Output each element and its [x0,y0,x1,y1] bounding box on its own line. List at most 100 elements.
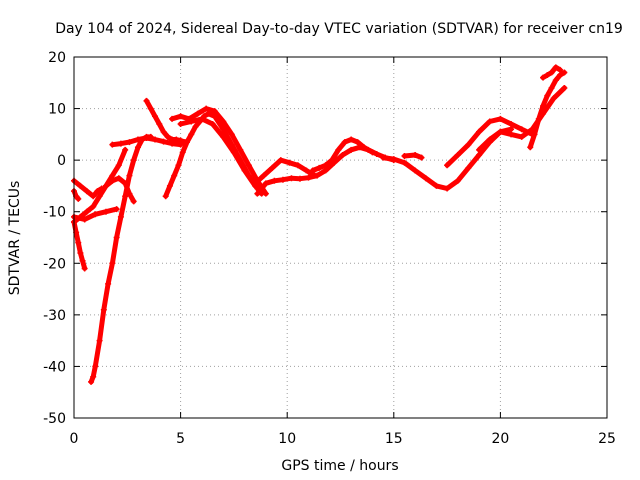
data-point [316,164,323,171]
data-point [75,239,82,246]
data-point [271,177,278,184]
data-point [552,64,559,71]
data-point [557,72,564,79]
data-point [548,69,555,76]
data-point [286,159,293,166]
series-arc-a [71,188,82,202]
series-arc-u [540,64,564,81]
data-point [262,190,269,197]
data-point [81,216,88,223]
data-point [527,144,534,151]
data-point [241,167,248,174]
data-point [102,208,109,215]
y-tick-label: -10 [43,205,66,221]
data-point [122,180,129,187]
data-point [198,115,205,122]
data-point [77,249,84,256]
data-point [90,373,97,380]
data-point [81,265,88,272]
data-point [508,131,515,138]
data-point [109,141,116,148]
data-point [126,190,133,197]
data-point [134,136,141,143]
data-point [486,118,493,125]
x-tick-label: 5 [176,431,185,447]
x-tick-label: 10 [278,431,296,447]
data-point [518,133,525,140]
data-point [96,337,103,344]
data-point [476,146,483,153]
data-point [508,126,515,133]
series-arc-q [401,151,425,161]
data-point [162,193,169,200]
data-point [294,162,301,169]
series-arc-r [444,115,536,169]
data-point [77,213,84,220]
series-arc-n [252,157,318,187]
data-point [94,188,101,195]
data-point [296,175,303,182]
x-axis-title: GPS time / hours [281,458,398,474]
data-point [444,185,451,192]
data-point [544,92,551,99]
data-point [497,128,504,135]
tick-layer [73,56,608,419]
series-arc-s [476,84,568,153]
data-point [143,97,150,104]
series-line [88,134,154,385]
data-point [115,175,122,182]
data-point [328,157,335,164]
data-point [102,182,109,189]
data-point [109,172,116,179]
data-point [341,139,348,146]
data-point [339,151,346,158]
x-tick-label: 20 [491,431,509,447]
data-point [548,84,555,91]
data-point [90,193,97,200]
data-point [465,164,472,171]
data-point [412,167,419,174]
data-point [422,175,429,182]
data-point [531,131,538,138]
data-point [177,121,184,128]
data-point [92,363,99,370]
data-point [260,172,267,179]
data-point [175,162,182,169]
data-point [540,102,547,109]
data-point [518,126,525,133]
data-point [476,151,483,158]
data-point [561,69,568,76]
data-point [390,156,397,163]
series-arc-t [527,69,568,151]
x-tick-label: 0 [70,431,79,447]
series-arc-i [143,97,188,146]
data-point [220,118,227,125]
data-point [188,118,195,125]
data-point [177,113,184,120]
data-point [90,203,97,210]
data-point [183,139,190,146]
data-point [252,180,259,187]
y-tick-label: -30 [43,308,66,324]
data-point [380,154,387,161]
data-point [130,198,137,205]
data-point [188,131,195,138]
series-arc-g [102,175,137,205]
data-point [126,172,133,179]
data-point [88,378,95,385]
data-point [173,136,180,143]
data-point [322,162,329,169]
data-point [309,167,316,174]
tick-label-layer: 0 5 10 15 20 25 -50 -40 -30 -20 -10 0 10 20 [43,50,616,447]
data-point [561,84,568,91]
plot-frame [73,56,608,419]
data-point [152,136,159,143]
data-point [288,175,295,182]
data-point [454,177,461,184]
data-point [179,149,186,156]
data-point [152,113,159,120]
y-axis-title: SDTVAR / TECUs [7,181,23,296]
data-point [122,146,129,153]
